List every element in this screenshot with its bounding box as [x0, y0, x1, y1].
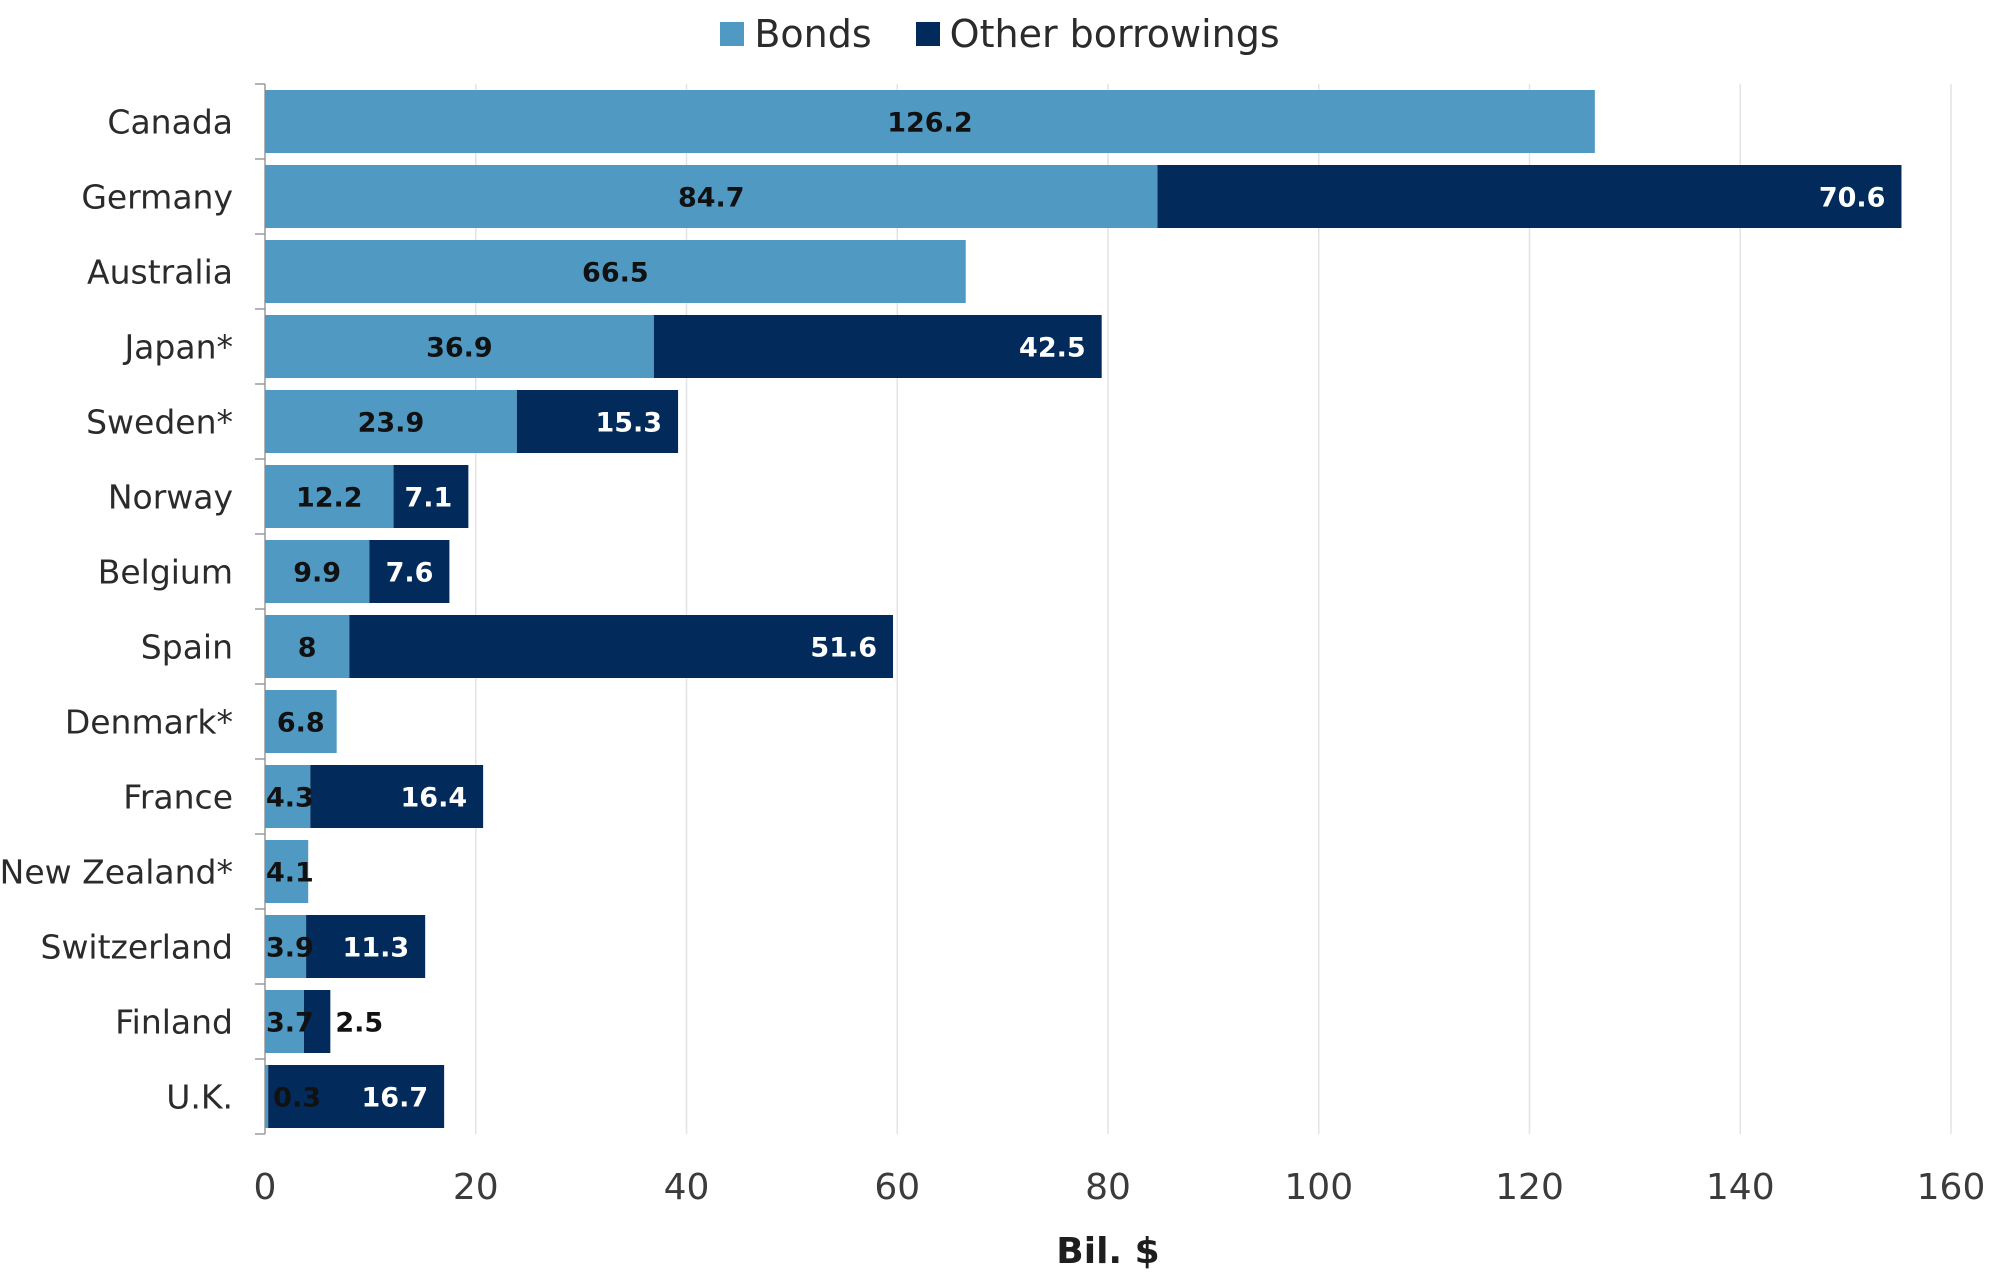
bar-other-borrowings-sweden — [516, 390, 679, 453]
bar-bonds-japan — [265, 315, 654, 378]
x-axis-title: Bil. $ — [1056, 1231, 1159, 1272]
x-tick-label: 40 — [664, 1167, 710, 1208]
category-label-sweden: Sweden* — [86, 403, 233, 442]
bar-bonds-spain — [265, 615, 350, 678]
bar-other-borrowings-switzerland — [306, 915, 426, 978]
data-label-bonds-japan: 36.9 — [426, 333, 493, 364]
category-label-belgium: Belgium — [98, 553, 233, 592]
bar-bonds-u-k — [265, 1065, 269, 1128]
data-label-other-borrowings-u-k: 16.7 — [362, 1083, 429, 1114]
x-tick-label: 60 — [874, 1167, 920, 1208]
bar-bonds-germany — [265, 165, 1158, 228]
bar-bonds-denmark — [265, 690, 337, 753]
bar-bonds-belgium — [265, 540, 370, 603]
bar-other-borrowings-belgium — [369, 540, 450, 603]
data-label-other-borrowings-belgium: 7.6 — [386, 558, 434, 589]
data-label-bonds-sweden: 23.9 — [358, 408, 425, 439]
data-label-bonds-germany: 84.7 — [678, 183, 745, 214]
data-label-bonds-finland: 3.7 — [266, 1008, 314, 1039]
category-label-norway: Norway — [108, 478, 233, 517]
data-label-bonds-spain: 8 — [298, 633, 317, 664]
category-label-canada: Canada — [107, 103, 233, 142]
legend-item-other-borrowings: Other borrowings — [915, 12, 1280, 56]
data-label-bonds-norway: 12.2 — [296, 483, 363, 514]
category-label-new-zealand: New Zealand* — [0, 853, 233, 892]
data-label-bonds-france: 4.3 — [266, 783, 314, 814]
data-label-other-borrowings-switzerland: 11.3 — [343, 933, 410, 964]
bar-other-borrowings-finland — [303, 990, 331, 1053]
x-tick-label: 0 — [254, 1167, 277, 1208]
category-label-u-k: U.K. — [166, 1078, 233, 1117]
legend-label-other-borrowings: Other borrowings — [949, 12, 1280, 56]
bar-bonds-australia — [265, 240, 966, 303]
bar-bonds-france — [265, 765, 311, 828]
bar-other-borrowings-spain — [349, 615, 894, 678]
data-label-other-borrowings-finland: 2.5 — [335, 1008, 383, 1039]
bar-other-borrowings-france — [310, 765, 484, 828]
category-label-switzerland: Switzerland — [41, 928, 234, 967]
data-label-other-borrowings-germany: 70.6 — [1819, 183, 1886, 214]
data-label-other-borrowings-france: 16.4 — [401, 783, 468, 814]
data-label-other-borrowings-norway: 7.1 — [405, 483, 453, 514]
x-tick-label: 20 — [453, 1167, 499, 1208]
bar-bonds-switzerland — [265, 915, 307, 978]
category-label-spain: Spain — [141, 628, 233, 667]
bar-other-borrowings-u-k — [268, 1065, 445, 1128]
x-tick-label: 120 — [1495, 1167, 1564, 1208]
data-label-bonds-australia: 66.5 — [582, 258, 649, 289]
data-label-bonds-belgium: 9.9 — [293, 558, 341, 589]
data-label-bonds-denmark: 6.8 — [277, 708, 325, 739]
data-label-other-borrowings-sweden: 15.3 — [595, 408, 662, 439]
x-tick-label: 160 — [1917, 1167, 1986, 1208]
bar-bonds-canada — [265, 90, 1595, 153]
data-label-other-borrowings-japan: 42.5 — [1019, 333, 1086, 364]
x-tick-label: 80 — [1085, 1167, 1131, 1208]
x-tick-label: 140 — [1706, 1167, 1775, 1208]
data-label-bonds-switzerland: 3.9 — [266, 933, 314, 964]
category-label-germany: Germany — [81, 178, 233, 217]
legend-label-bonds: Bonds — [754, 12, 872, 56]
data-label-bonds-new-zealand: 4.1 — [266, 858, 314, 889]
category-label-france: France — [123, 778, 233, 817]
category-label-denmark: Denmark* — [65, 703, 233, 742]
bar-other-borrowings-germany — [1157, 165, 1902, 228]
legend-swatch-bonds — [720, 22, 745, 46]
bar-bonds-new-zealand — [265, 840, 309, 903]
x-tick-label: 100 — [1284, 1167, 1353, 1208]
bar-other-borrowings-japan — [653, 315, 1102, 378]
bar-bonds-sweden — [265, 390, 517, 453]
bar-bonds-norway — [265, 465, 394, 528]
bar-bonds-finland — [265, 990, 304, 1053]
category-label-japan: Japan* — [122, 328, 233, 367]
legend-item-bonds: Bonds — [720, 12, 872, 56]
category-label-finland: Finland — [115, 1003, 233, 1042]
data-label-other-borrowings-spain: 51.6 — [810, 633, 877, 664]
legend-swatch-other-borrowings — [915, 22, 940, 46]
legend: Bonds Other borrowings — [0, 12, 2000, 56]
bar-other-borrowings-norway — [393, 465, 469, 528]
data-label-bonds-canada: 126.2 — [887, 108, 972, 139]
category-label-australia: Australia — [87, 253, 233, 292]
data-label-bonds-u-k: 0.3 — [273, 1083, 321, 1114]
